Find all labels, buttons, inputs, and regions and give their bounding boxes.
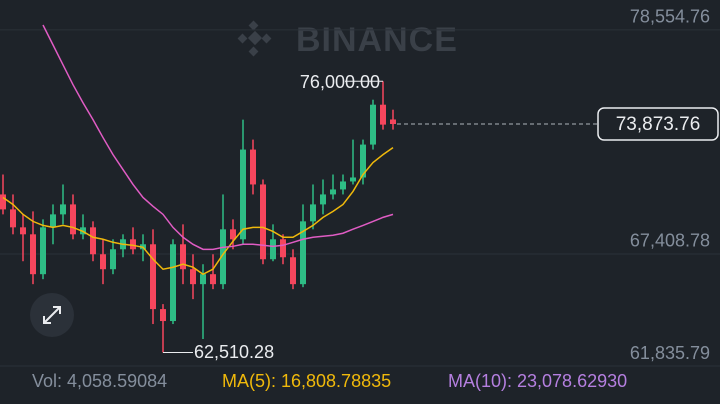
candle-body xyxy=(190,269,196,285)
candle-body xyxy=(340,181,346,190)
legend-entry: MA(5): 16,808.78835 xyxy=(222,371,391,391)
watermark: BINANCE xyxy=(296,21,458,59)
candle-body xyxy=(350,177,356,182)
candle-body xyxy=(300,221,306,285)
ma-line xyxy=(2,146,394,276)
candle-body xyxy=(60,204,66,215)
candle-body xyxy=(210,274,216,285)
candle-body xyxy=(260,184,266,260)
candle-body xyxy=(20,227,26,235)
candle-body xyxy=(320,194,326,205)
candle-body xyxy=(90,227,96,255)
candle-body xyxy=(220,229,226,285)
candle-body xyxy=(170,244,176,322)
candle-body xyxy=(240,149,246,240)
candle-body xyxy=(40,227,46,275)
candle-body xyxy=(390,119,396,125)
candle-body xyxy=(250,149,256,185)
candle-body xyxy=(0,194,6,210)
y-tick-label: 78,554.76 xyxy=(630,7,710,27)
candle-body xyxy=(180,244,186,270)
high-label: 76,000.00 xyxy=(300,72,380,92)
candle-body xyxy=(330,189,336,195)
candle-body xyxy=(160,309,166,322)
legend-entry: Vol: 4,058.59084 xyxy=(32,371,167,391)
low-label: 62,510.28 xyxy=(194,342,274,362)
candle-body xyxy=(290,257,296,285)
y-tick-label: 61,835.79 xyxy=(630,343,710,363)
candle-body xyxy=(150,244,156,310)
y-tick-label: 67,408.78 xyxy=(630,231,710,251)
candle-body xyxy=(130,239,136,250)
ma-line xyxy=(42,24,394,251)
candle-body xyxy=(280,239,286,258)
candle-body xyxy=(200,274,206,285)
expand-button[interactable] xyxy=(30,293,74,337)
candle-body xyxy=(110,249,116,270)
candle-body xyxy=(30,234,36,275)
candle-body xyxy=(380,104,386,125)
last-price-label: 73,873.76 xyxy=(616,114,701,135)
last-price-box xyxy=(597,107,719,141)
candle-body xyxy=(70,204,76,235)
candle-body xyxy=(50,214,56,228)
candle-body xyxy=(100,254,106,270)
candle-body xyxy=(270,239,276,260)
candle-body xyxy=(10,209,16,228)
candle-body xyxy=(360,144,366,178)
candle-body xyxy=(230,229,236,240)
legend-entry: MA(10): 23,078.62930 xyxy=(448,371,627,391)
candle-body xyxy=(370,104,376,145)
candle-body xyxy=(310,204,316,222)
